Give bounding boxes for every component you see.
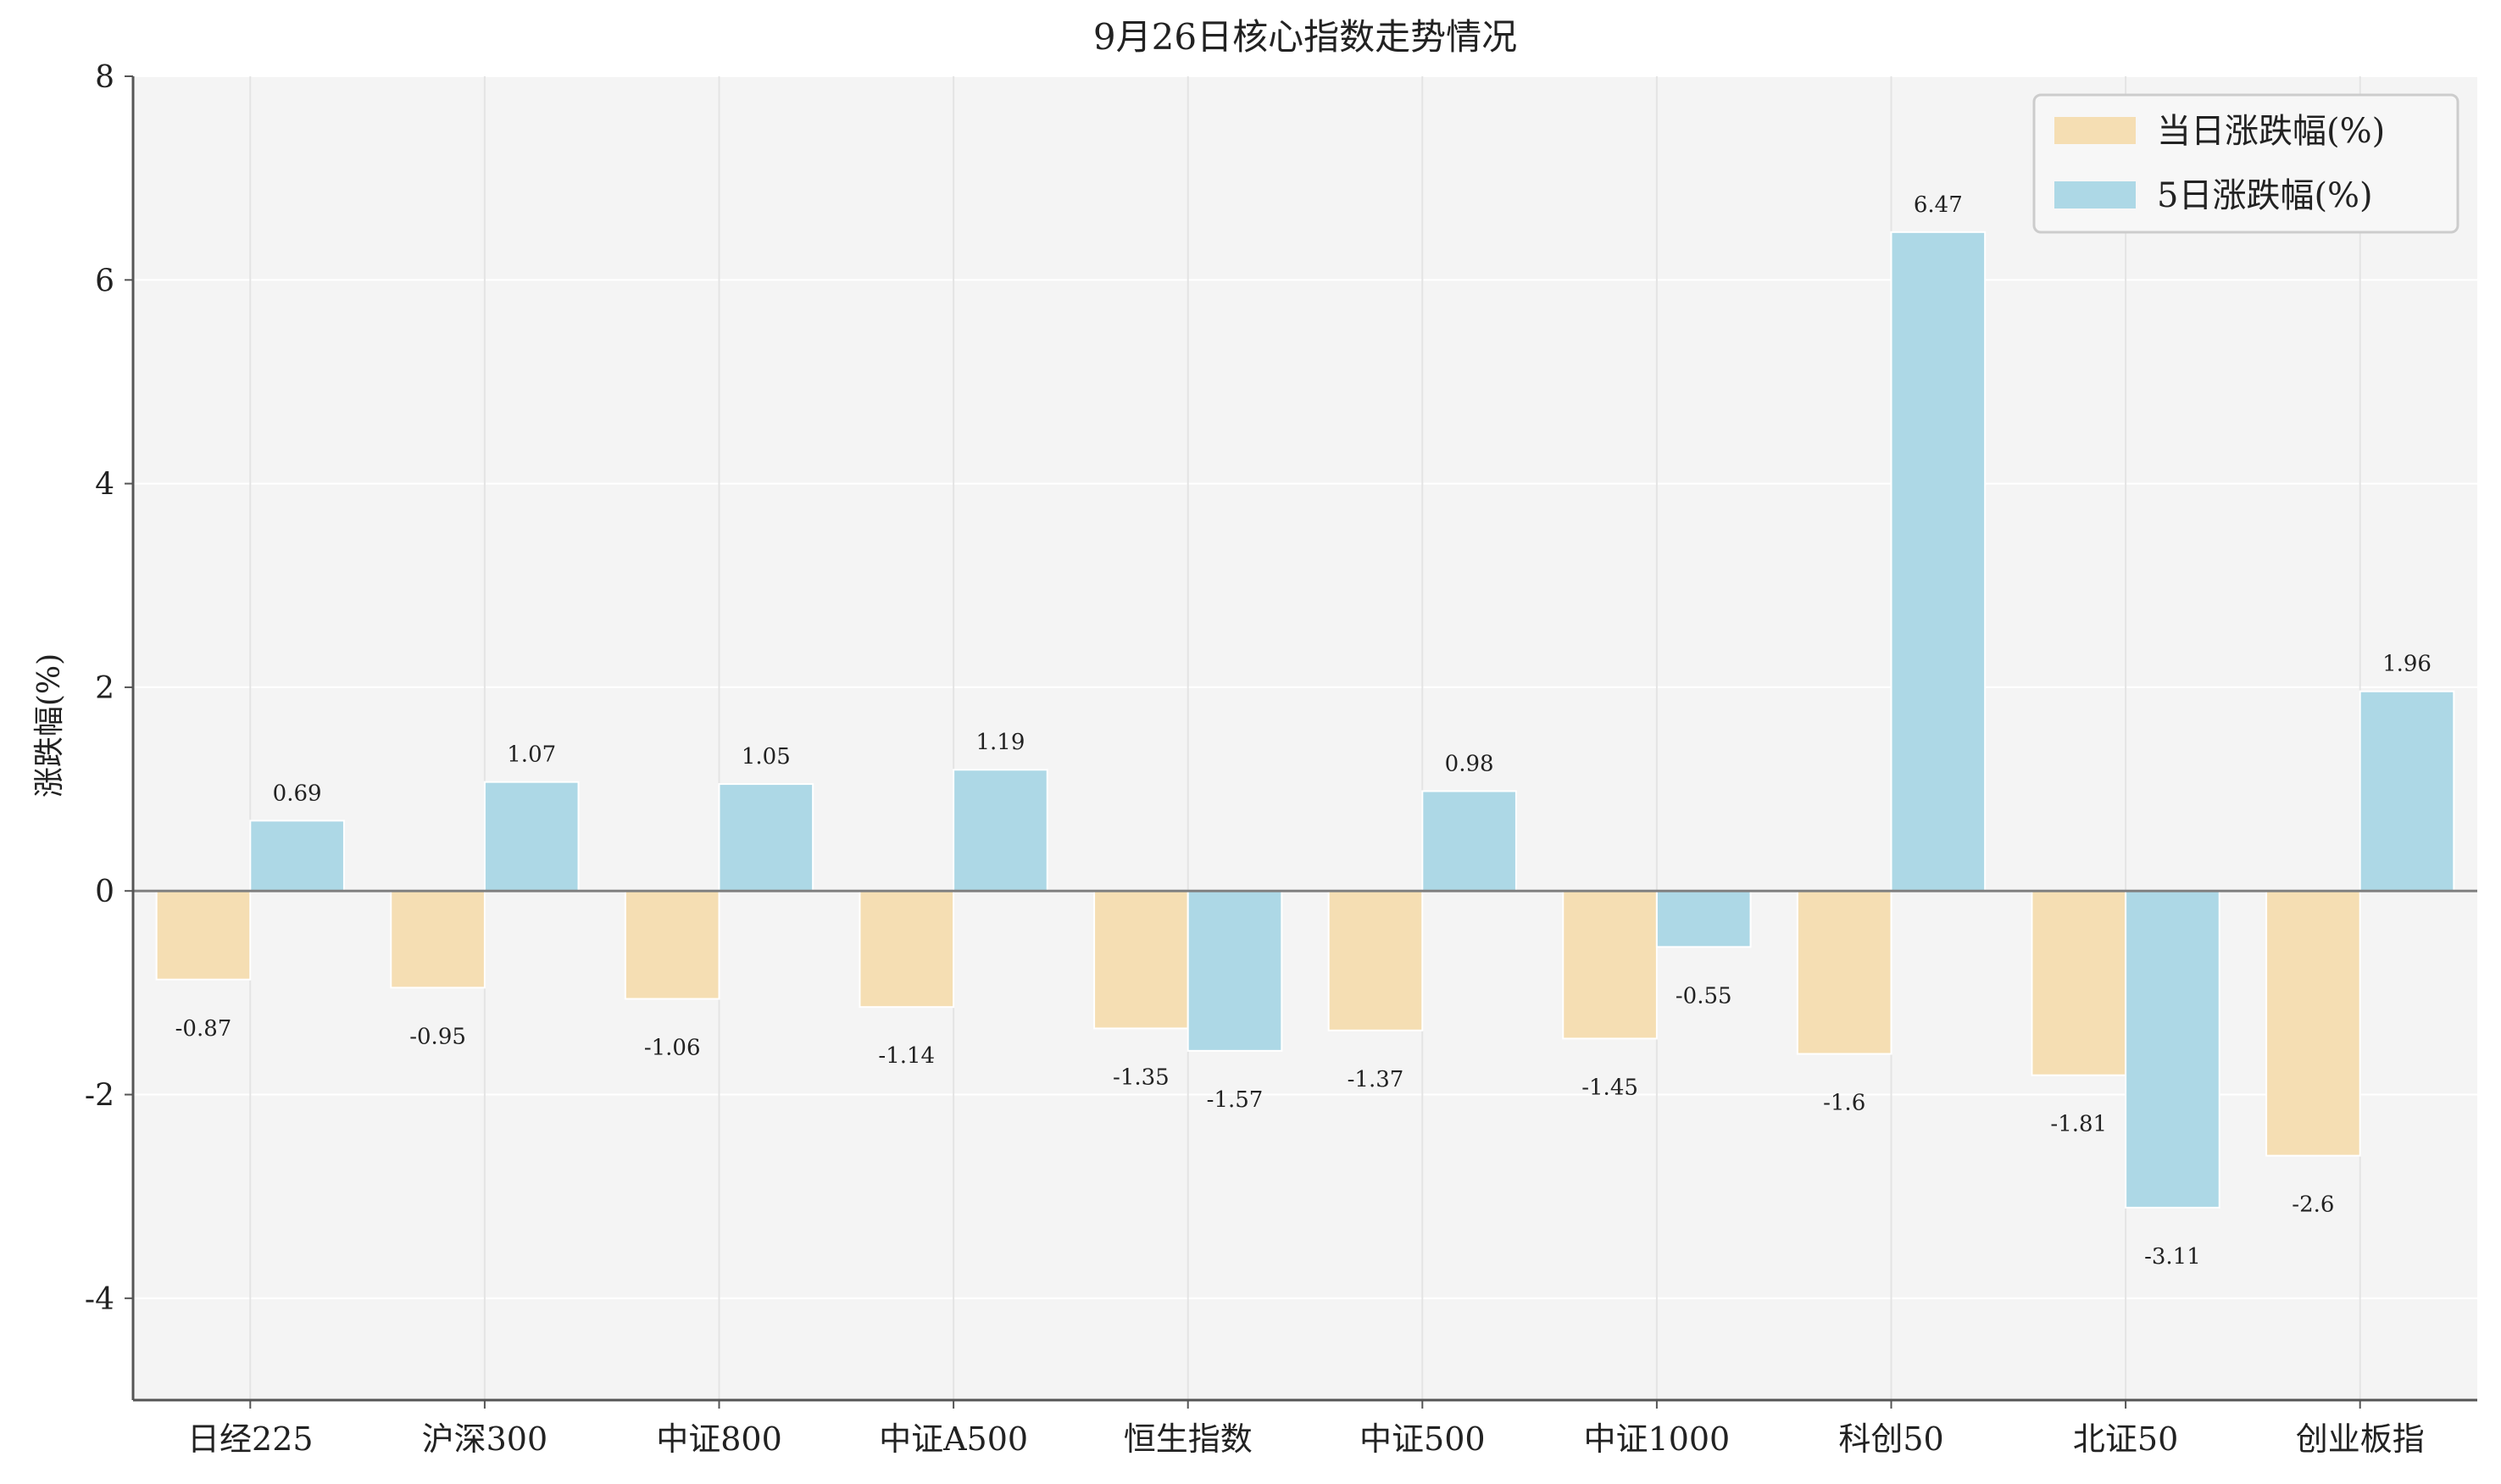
y-axis-title: 涨跌幅(%) (32, 653, 67, 798)
bars (155, 231, 2455, 1209)
data-label-5day: -3.11 (2144, 1244, 2201, 1270)
y-tick-label: 8 (95, 60, 114, 95)
x-tick-label: 创业板指 (2296, 1420, 2425, 1458)
y-tick-label: 2 (95, 671, 114, 706)
bar-5day (483, 781, 580, 892)
bar-daily (1093, 890, 1189, 1030)
bar-5day (1187, 890, 1283, 1052)
x-tick-labels: 日经225 沪深300 中证800 中证A500 恒生指数 中证500 中证1000 科创50… (187, 1400, 2425, 1458)
bar-daily (859, 890, 955, 1009)
data-labels: -0.87 -0.95 -1.06 -1.14 -1.35 -1.37 -1.45 -1.6 -… (175, 192, 2432, 1270)
legend-label-5day: 5日涨跌幅(%) (2157, 176, 2373, 215)
legend-swatch-5day (2054, 181, 2136, 208)
legend-box (2032, 93, 2459, 234)
data-label-daily: -1.6 (1823, 1090, 1865, 1115)
x-tick-label: 日经225 (187, 1420, 314, 1458)
data-label-5day: 0.69 (273, 781, 322, 806)
bar-5day (718, 783, 814, 892)
bar-5day (2125, 890, 2220, 1209)
data-label-5day: 1.19 (975, 730, 1025, 755)
data-label-daily: -1.06 (644, 1036, 701, 1061)
data-label-daily: -0.87 (175, 1016, 232, 1042)
y-tick-label: 4 (95, 468, 114, 503)
plot-area (133, 76, 2477, 1400)
y-tick-labels: 8 6 4 2 0 -2 -4 (85, 60, 133, 1317)
bar-daily (1796, 890, 1892, 1055)
data-label-daily: -1.14 (878, 1043, 935, 1069)
y-tick-label: -4 (85, 1282, 114, 1317)
data-label-daily: -1.37 (1348, 1067, 1404, 1092)
x-tick-label: 科创50 (1838, 1420, 1943, 1458)
x-tick-label: 中证1000 (1584, 1420, 1731, 1458)
chart-title: 9月26日核心指数走势情况 (1093, 16, 1517, 58)
y-tick-label: 0 (95, 875, 114, 909)
bar-daily (390, 890, 486, 989)
data-label-daily: -2.6 (2292, 1192, 2334, 1218)
data-label-5day: 0.98 (1445, 751, 1494, 776)
bar-5day (1890, 231, 1987, 892)
y-tick-label: -2 (85, 1079, 114, 1114)
x-tick-label: 中证A500 (879, 1420, 1028, 1458)
x-tick-label: 北证50 (2073, 1420, 2178, 1458)
bar-daily (2031, 890, 2127, 1076)
legend-swatch-daily (2054, 117, 2136, 144)
x-tick-label: 中证500 (1359, 1420, 1486, 1458)
x-tick-label: 中证800 (656, 1420, 782, 1458)
data-label-5day: -0.55 (1676, 983, 1732, 1009)
bar-5day (2359, 690, 2455, 892)
x-tick-label: 恒生指数 (1124, 1420, 1253, 1458)
data-label-daily: -1.81 (2050, 1112, 2107, 1137)
y-tick-label: 6 (95, 264, 114, 298)
bar-5day (249, 820, 345, 892)
bar-daily (1327, 890, 1424, 1031)
bar-daily (1562, 890, 1658, 1040)
x-tick-label: 沪深300 (422, 1420, 548, 1458)
bar-5day (1421, 790, 1517, 892)
bar-daily (155, 890, 252, 981)
legend: 当日涨跌幅(%) 5日涨跌幅(%) (2032, 93, 2459, 234)
data-label-5day: 6.47 (1914, 192, 1963, 218)
bar-5day (953, 769, 1048, 892)
data-label-5day: 1.07 (507, 742, 556, 768)
data-label-5day: 1.05 (742, 744, 791, 770)
bar-daily (624, 890, 720, 1000)
data-label-daily: -0.95 (409, 1024, 466, 1049)
legend-label-daily: 当日涨跌幅(%) (2157, 112, 2385, 151)
bar-daily (2265, 890, 2361, 1157)
data-label-5day: -1.57 (1207, 1087, 1264, 1113)
data-label-5day: 1.96 (2382, 652, 2432, 677)
bar-5day (1655, 890, 1752, 948)
data-label-daily: -1.45 (1581, 1075, 1638, 1100)
data-label-daily: -1.35 (1113, 1064, 1170, 1090)
